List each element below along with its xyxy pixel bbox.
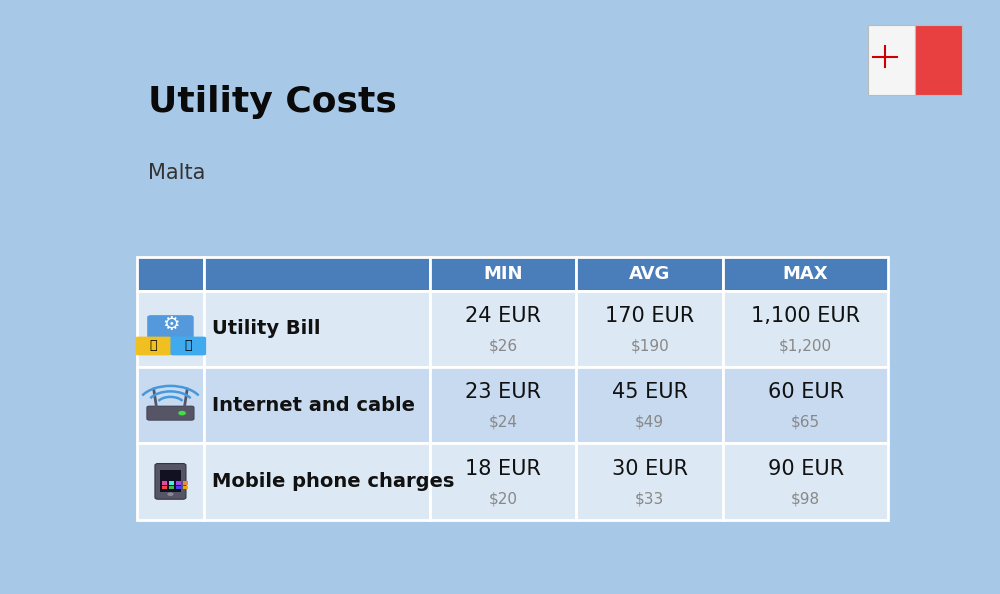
Text: $33: $33: [635, 491, 664, 506]
Bar: [176, 486, 181, 489]
Bar: [183, 481, 188, 485]
Text: $24: $24: [489, 415, 518, 430]
Text: 45 EUR: 45 EUR: [612, 383, 688, 402]
Bar: [176, 481, 181, 485]
Bar: [204, 367, 430, 443]
Text: $1,200: $1,200: [779, 339, 832, 353]
Text: Internet and cable: Internet and cable: [212, 396, 415, 415]
Text: 90 EUR: 90 EUR: [768, 459, 844, 479]
Bar: [137, 290, 204, 367]
Bar: [137, 443, 204, 520]
Bar: [430, 367, 576, 443]
FancyBboxPatch shape: [155, 463, 186, 499]
Text: 23 EUR: 23 EUR: [465, 383, 541, 402]
Text: 170 EUR: 170 EUR: [605, 306, 694, 326]
Text: 30 EUR: 30 EUR: [612, 459, 688, 479]
Text: $190: $190: [630, 339, 669, 353]
Bar: [204, 443, 430, 520]
Bar: [723, 443, 888, 520]
Bar: [162, 481, 167, 485]
Bar: [183, 486, 188, 489]
FancyBboxPatch shape: [170, 337, 206, 355]
Circle shape: [178, 411, 186, 415]
Bar: [576, 257, 723, 290]
Bar: [430, 257, 576, 290]
Bar: [204, 257, 430, 290]
Circle shape: [167, 492, 174, 496]
Bar: [723, 367, 888, 443]
Text: $26: $26: [489, 339, 518, 353]
FancyBboxPatch shape: [147, 406, 194, 420]
Bar: [160, 470, 181, 492]
Bar: [137, 257, 204, 290]
Text: $98: $98: [791, 491, 820, 506]
Bar: [169, 486, 174, 489]
Bar: [430, 290, 576, 367]
Bar: [723, 257, 888, 290]
Text: $20: $20: [489, 491, 518, 506]
Text: 🔌: 🔌: [150, 339, 157, 352]
Bar: [576, 367, 723, 443]
FancyBboxPatch shape: [136, 337, 171, 355]
Text: $49: $49: [635, 415, 664, 430]
Text: Mobile phone charges: Mobile phone charges: [212, 472, 454, 491]
Text: MAX: MAX: [783, 264, 828, 283]
Bar: [137, 367, 204, 443]
FancyBboxPatch shape: [147, 315, 194, 343]
Text: $65: $65: [791, 415, 820, 430]
Text: 60 EUR: 60 EUR: [768, 383, 844, 402]
Text: MIN: MIN: [483, 264, 523, 283]
Bar: [162, 486, 167, 489]
Text: 💧: 💧: [185, 339, 192, 352]
Text: ⚙: ⚙: [162, 315, 179, 334]
Bar: [723, 290, 888, 367]
Bar: [576, 290, 723, 367]
Bar: [204, 290, 430, 367]
Bar: [169, 481, 174, 485]
Text: Utility Costs: Utility Costs: [148, 85, 397, 119]
Text: Malta: Malta: [148, 163, 206, 183]
Text: 1,100 EUR: 1,100 EUR: [751, 306, 860, 326]
Text: AVG: AVG: [629, 264, 670, 283]
Bar: [430, 443, 576, 520]
Text: 24 EUR: 24 EUR: [465, 306, 541, 326]
Bar: [576, 443, 723, 520]
Text: Utility Bill: Utility Bill: [212, 320, 321, 339]
Text: 18 EUR: 18 EUR: [465, 459, 541, 479]
